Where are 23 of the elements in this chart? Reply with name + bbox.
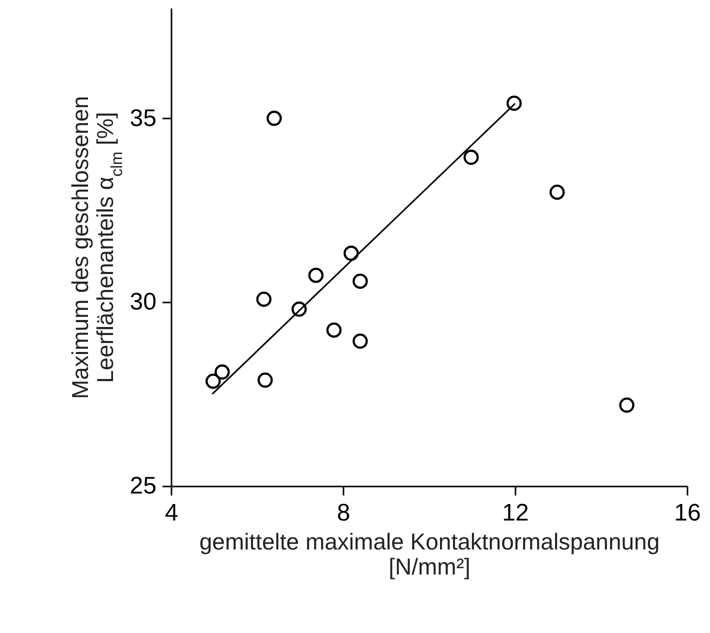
point	[256, 292, 272, 307]
point	[266, 110, 282, 126]
x-tick-label: 8	[336, 500, 350, 526]
x-axis-title: gemittelte maximale Kontaktnormalspannung [N/mm²]	[199, 528, 660, 580]
point	[344, 246, 359, 261]
point	[326, 322, 342, 338]
point	[206, 374, 221, 389]
y-tick-label: 25	[130, 472, 156, 500]
point	[352, 274, 368, 289]
point	[550, 184, 565, 200]
point	[464, 150, 479, 165]
point	[214, 364, 230, 380]
x-tick-label: 16	[674, 500, 701, 526]
point	[258, 372, 273, 388]
point	[352, 334, 368, 349]
point	[619, 398, 634, 413]
x-tick-label: 12	[502, 500, 529, 526]
y-tick-label: 30	[130, 288, 156, 316]
y-tick-label: 35	[130, 104, 156, 132]
point	[308, 268, 324, 283]
point	[506, 96, 522, 111]
x-tick-label: 4	[164, 500, 178, 526]
point	[292, 302, 307, 317]
